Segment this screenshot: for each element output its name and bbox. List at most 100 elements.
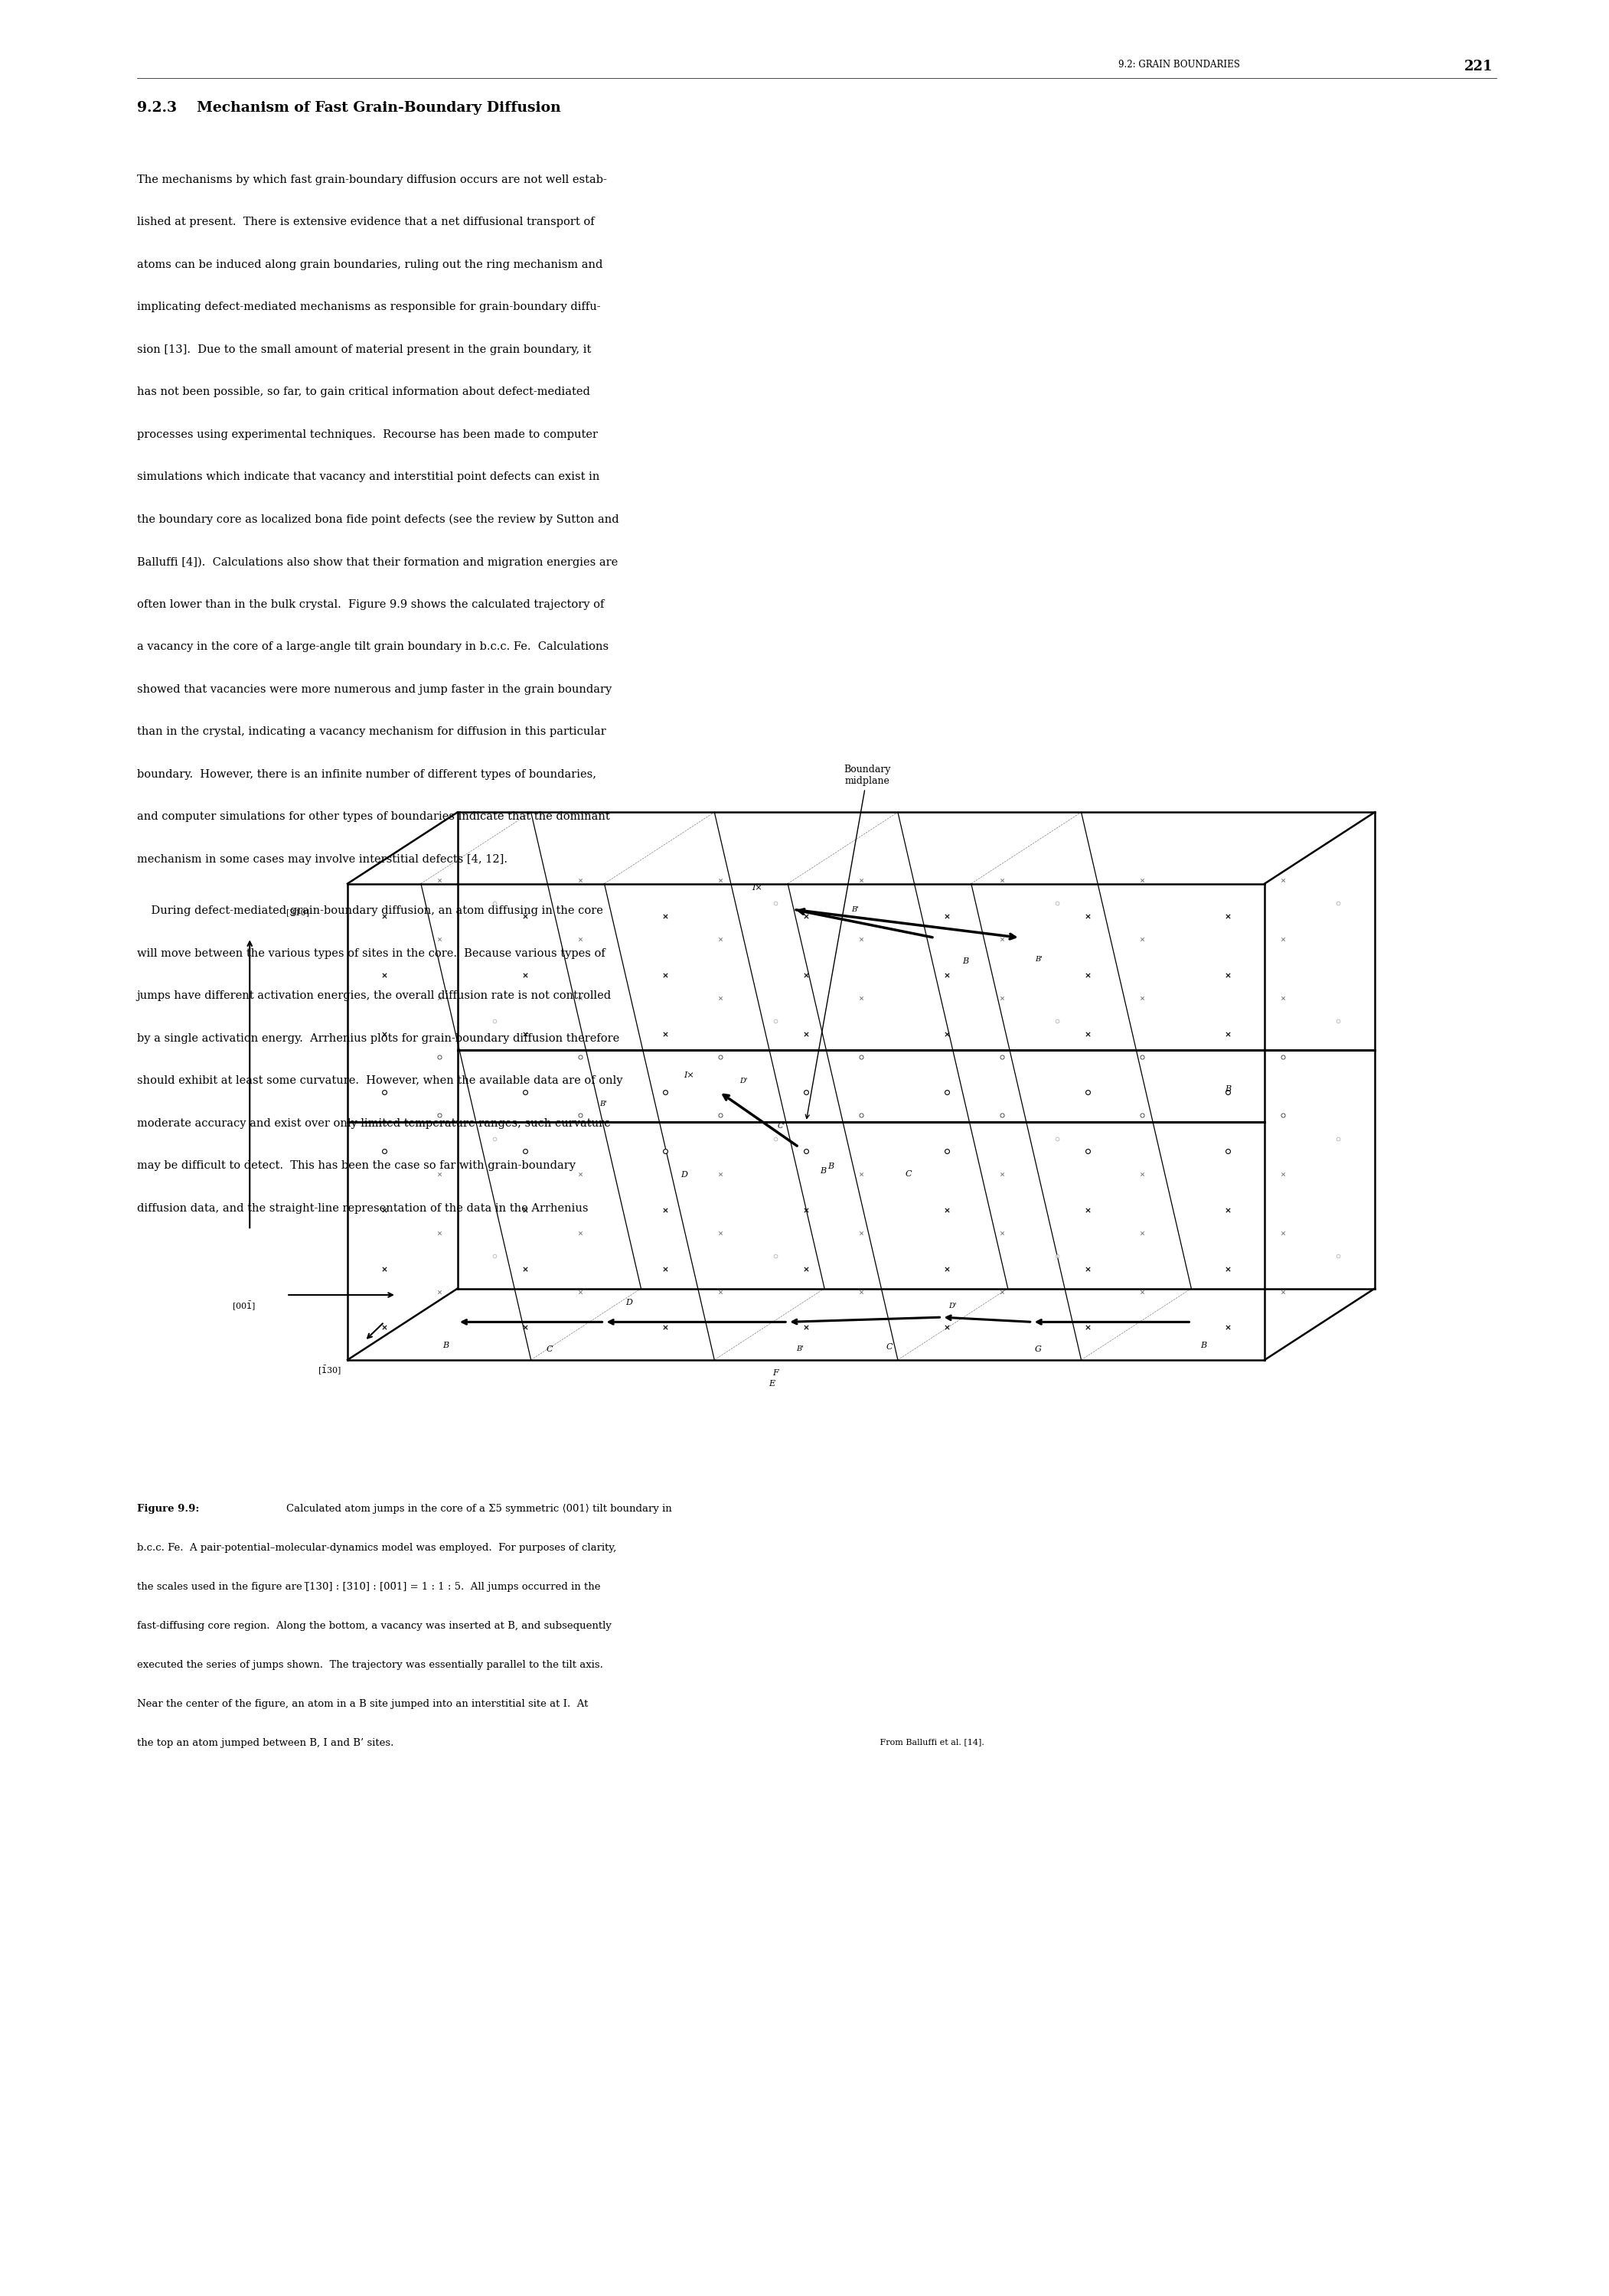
Point [933,957,959,994]
Point [1075,1075,1101,1111]
Point [708,1215,734,1251]
Point [426,1215,452,1251]
Point [763,1003,788,1040]
Point [990,921,1015,957]
Point [1130,921,1155,957]
Point [1326,1003,1352,1040]
Text: E: E [769,1380,776,1387]
Text: [00$\bar{1}$]: [00$\bar{1}$] [232,1300,256,1311]
Point [1130,1274,1155,1311]
Text: D: D [626,1300,632,1306]
Point [990,1215,1015,1251]
Point [653,1309,679,1345]
Point [1075,957,1101,994]
Point [372,1192,397,1228]
Point [708,980,734,1017]
Text: Calculated atom jumps in the core of a Σ5 symmetric ⟨001⟩ tilt boundary in: Calculated atom jumps in the core of a Σ… [274,1504,673,1513]
Point [1270,921,1295,957]
Text: I×: I× [751,884,763,891]
Point [990,861,1015,898]
Point [481,1120,507,1157]
Point [1044,1120,1070,1157]
Text: sion [13].  Due to the small amount of material present in the grain boundary, i: sion [13]. Due to the small amount of ma… [137,344,591,356]
Text: B': B' [1035,955,1043,962]
Point [848,921,874,957]
Point [1326,1238,1352,1274]
Point [1215,957,1241,994]
Text: often lower than in the bulk crystal.  Figure 9.9 shows the calculated trajector: often lower than in the bulk crystal. Fi… [137,599,603,611]
Point [848,980,874,1017]
Text: Figure 9.9:: Figure 9.9: [137,1504,200,1513]
Point [793,1251,819,1288]
Text: C': C' [777,1123,785,1130]
Text: than in the crystal, indicating a vacancy mechanism for diffusion in this partic: than in the crystal, indicating a vacanc… [137,726,607,737]
Text: diffusion data, and the straight-line representation of the data in the Arrheniu: diffusion data, and the straight-line re… [137,1203,587,1215]
Point [793,1015,819,1052]
Point [793,898,819,934]
Text: processes using experimental techniques.  Recourse has been made to computer: processes using experimental techniques.… [137,429,597,441]
Point [763,1238,788,1274]
Text: may be difficult to detect.  This has been the case so far with grain-boundary: may be difficult to detect. This has bee… [137,1159,576,1171]
Point [990,1038,1015,1075]
Point [990,1274,1015,1311]
Text: has not been possible, so far, to gain critical information about defect-mediate: has not been possible, so far, to gain c… [137,386,591,397]
Point [1215,898,1241,934]
Point [1215,1132,1241,1169]
Point [1326,884,1352,921]
Text: fast-diffusing core region.  Along the bottom, a vacancy was inserted at B, and : fast-diffusing core region. Along the bo… [137,1621,611,1630]
Text: by a single activation energy.  Arrhenius plots for grain-boundary diffusion the: by a single activation energy. Arrhenius… [137,1033,619,1045]
Point [793,1132,819,1169]
Text: B: B [1200,1341,1207,1350]
Text: a vacancy in the core of a large-angle tilt grain boundary in b.c.c. Fe.  Calcul: a vacancy in the core of a large-angle t… [137,641,608,652]
Text: should exhibit at least some curvature.  However, when the available data are of: should exhibit at least some curvature. … [137,1075,623,1086]
Point [990,980,1015,1017]
Text: B: B [827,1162,833,1171]
Text: B': B' [796,1345,804,1352]
Point [1215,1251,1241,1288]
Text: D': D' [740,1077,748,1084]
Point [793,1075,819,1111]
Point [1270,1155,1295,1192]
Text: simulations which indicate that vacancy and interstitial point defects can exist: simulations which indicate that vacancy … [137,471,600,482]
Text: boundary.  However, there is an infinite number of different types of boundaries: boundary. However, there is an infinite … [137,769,595,781]
Text: B': B' [600,1100,607,1107]
Text: the scales used in the figure are [̅130] : [310] : [00̄1] = 1 : 1 : 5.  All jump: the scales used in the figure are [̅130]… [137,1582,600,1591]
Point [848,1215,874,1251]
Point [653,1192,679,1228]
Point [426,1274,452,1311]
Point [1215,1075,1241,1111]
Text: implicating defect-mediated mechanisms as responsible for grain-boundary diffu-: implicating defect-mediated mechanisms a… [137,301,600,312]
Point [1270,1097,1295,1134]
Point [566,1155,592,1192]
Point [653,957,679,994]
Point [1075,1015,1101,1052]
Point [653,1075,679,1111]
Point [1075,1309,1101,1345]
Point [1075,898,1101,934]
Text: D': D' [949,1302,957,1309]
Point [426,921,452,957]
Point [426,861,452,898]
Point [512,1132,537,1169]
Point [708,921,734,957]
Text: [$\bar{1}$30]: [$\bar{1}$30] [317,1364,341,1375]
Point [990,1155,1015,1192]
Point [426,1097,452,1134]
Point [653,1132,679,1169]
Point [372,1075,397,1111]
Point [481,1003,507,1040]
Point [653,1251,679,1288]
Point [1326,1120,1352,1157]
Point [566,921,592,957]
Point [372,898,397,934]
Point [1270,980,1295,1017]
Point [708,1097,734,1134]
Text: and computer simulations for other types of boundaries indicate that the dominan: and computer simulations for other types… [137,810,610,822]
Point [848,1155,874,1192]
Text: [310]: [310] [286,909,309,916]
Point [1044,884,1070,921]
Text: showed that vacancies were more numerous and jump faster in the grain boundary: showed that vacancies were more numerous… [137,684,611,696]
Text: the top an atom jumped between B, I and B’ sites.: the top an atom jumped between B, I and … [137,1738,394,1747]
Point [933,1309,959,1345]
Text: will move between the various types of sites in the core.  Because various types: will move between the various types of s… [137,948,605,960]
